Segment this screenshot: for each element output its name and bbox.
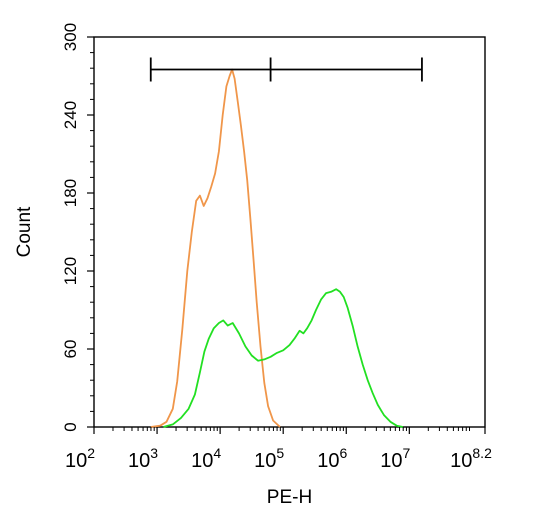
y-tick-label: 60	[61, 340, 80, 359]
y-tick-label: 0	[61, 422, 80, 431]
gate-marker	[149, 57, 423, 82]
x-tick-label: 102	[65, 445, 95, 472]
series-layer	[150, 68, 404, 428]
y-tick-label: 120	[61, 257, 80, 285]
x-tick-label: 104	[191, 445, 221, 472]
series-line-2	[163, 288, 404, 428]
x-tick-label: 107	[380, 445, 410, 472]
x-tick-label: 108.2	[450, 445, 492, 472]
y-tick-label: 180	[61, 179, 80, 207]
y-tick-label: 240	[61, 101, 80, 129]
x-tick-label: 103	[128, 445, 158, 472]
x-axis-title: PE-H	[267, 487, 312, 508]
plot-frame	[93, 36, 486, 428]
y-axis: 0 60 120 180 240 300	[61, 23, 94, 432]
y-axis-title: Count	[14, 206, 35, 257]
plot-border	[93, 36, 486, 428]
x-tick-label: 106	[317, 445, 347, 472]
x-tick-label: 105	[254, 445, 284, 472]
series-line-1	[150, 68, 281, 428]
y-tick-label: 300	[61, 23, 80, 51]
x-axis: 102 103 104 105 106 107 108.2	[65, 427, 492, 472]
